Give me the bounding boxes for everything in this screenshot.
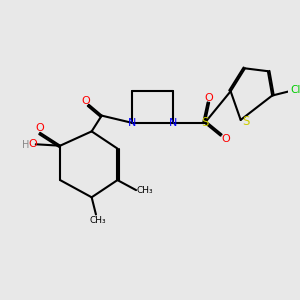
Text: N: N xyxy=(128,118,136,128)
Text: N: N xyxy=(169,118,178,128)
Text: S: S xyxy=(242,115,250,128)
Text: CH₃: CH₃ xyxy=(89,216,106,225)
Text: S: S xyxy=(201,116,208,129)
Text: H: H xyxy=(22,140,29,150)
Text: O: O xyxy=(28,139,37,149)
Text: O: O xyxy=(221,134,230,143)
Text: O: O xyxy=(36,123,44,133)
Text: Cl: Cl xyxy=(290,85,300,95)
Text: O: O xyxy=(81,96,90,106)
Text: O: O xyxy=(205,93,214,103)
Text: CH₃: CH₃ xyxy=(136,186,153,195)
